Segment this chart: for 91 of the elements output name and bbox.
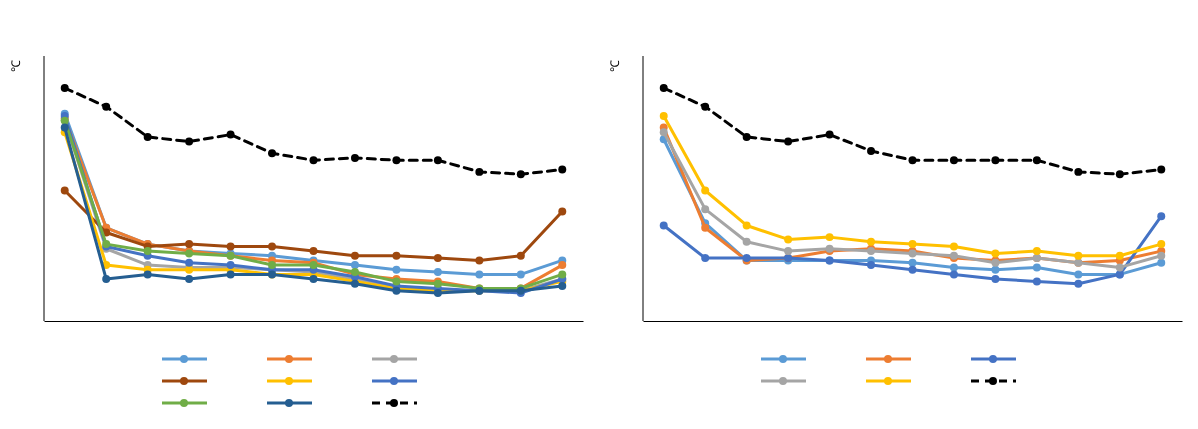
point	[268, 261, 277, 270]
point	[742, 237, 751, 246]
point	[350, 251, 359, 260]
point	[701, 205, 710, 214]
point	[1032, 277, 1041, 286]
point	[1157, 212, 1166, 221]
point	[558, 270, 567, 279]
point	[991, 249, 1000, 258]
point	[143, 132, 152, 141]
point	[701, 223, 710, 232]
point	[433, 254, 442, 263]
point	[825, 130, 834, 139]
point	[1115, 263, 1124, 272]
point	[309, 156, 318, 165]
point	[1115, 251, 1124, 260]
point	[558, 261, 567, 270]
point	[558, 207, 567, 216]
point	[475, 270, 484, 279]
point	[558, 165, 567, 174]
point	[433, 156, 442, 165]
point	[949, 270, 958, 279]
point	[350, 261, 359, 270]
point	[392, 156, 401, 165]
point	[908, 265, 917, 274]
point	[1157, 165, 1166, 174]
point	[1157, 240, 1166, 249]
point	[143, 247, 152, 256]
point	[742, 132, 751, 141]
point	[516, 170, 525, 179]
point	[102, 102, 111, 111]
point	[1074, 167, 1083, 176]
point	[1032, 263, 1041, 272]
point	[908, 156, 917, 165]
point	[185, 258, 194, 267]
point	[949, 263, 958, 272]
point	[1157, 258, 1166, 267]
y-axis-title: ℃	[9, 60, 23, 72]
point	[742, 221, 751, 230]
y-axis-title: ℃	[608, 60, 622, 72]
point	[701, 186, 710, 195]
point	[226, 130, 235, 139]
point	[1157, 251, 1166, 260]
point	[949, 156, 958, 165]
point	[784, 235, 793, 244]
point	[659, 84, 668, 92]
point	[392, 251, 401, 260]
point	[659, 128, 668, 137]
point	[309, 275, 318, 284]
point	[659, 111, 668, 120]
point	[392, 265, 401, 274]
point	[784, 247, 793, 256]
point	[516, 251, 525, 260]
point	[991, 275, 1000, 284]
point	[226, 242, 235, 251]
point	[558, 282, 567, 291]
point	[908, 258, 917, 267]
point	[1074, 251, 1083, 260]
point	[825, 233, 834, 242]
point	[949, 242, 958, 251]
point	[102, 275, 111, 284]
point	[784, 137, 793, 146]
point	[1074, 270, 1083, 279]
point	[867, 237, 876, 246]
point	[701, 254, 710, 263]
point	[309, 247, 318, 256]
point	[60, 123, 69, 132]
point	[185, 275, 194, 284]
point	[226, 270, 235, 279]
point	[185, 240, 194, 249]
point	[143, 270, 152, 279]
point	[516, 270, 525, 279]
point	[908, 240, 917, 249]
point	[1115, 170, 1124, 179]
point	[60, 84, 69, 92]
point	[433, 268, 442, 277]
point	[268, 149, 277, 158]
point	[185, 137, 194, 146]
point	[867, 261, 876, 270]
point	[991, 156, 1000, 165]
point	[350, 153, 359, 162]
point	[991, 265, 1000, 274]
point	[475, 256, 484, 265]
point	[475, 167, 484, 176]
point	[60, 186, 69, 195]
point	[1074, 279, 1083, 288]
point	[701, 102, 710, 111]
point	[1032, 156, 1041, 165]
point	[268, 242, 277, 251]
point	[1032, 247, 1041, 256]
point	[659, 221, 668, 230]
point	[867, 146, 876, 155]
